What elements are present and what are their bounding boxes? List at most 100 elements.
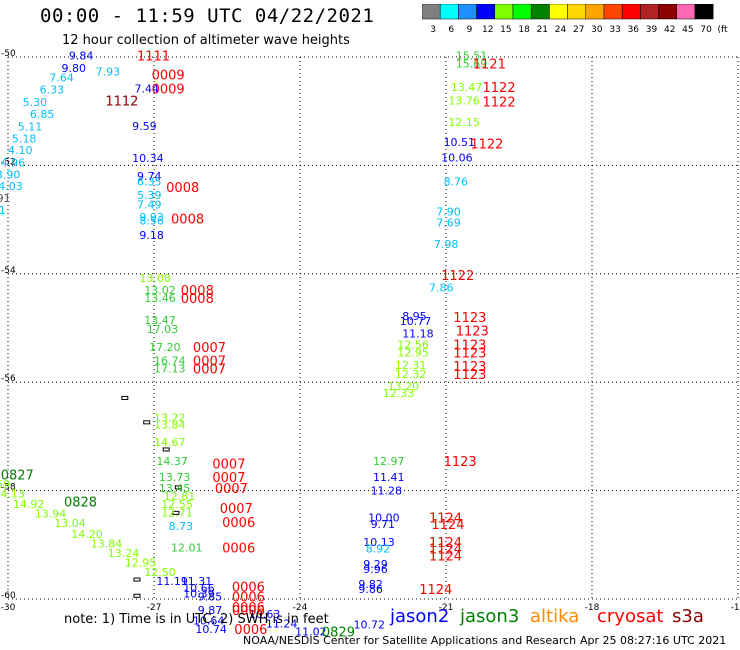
pass-time-label: 1122 (483, 81, 516, 96)
wave-height-label: 17.20 (149, 341, 181, 354)
pass-time-label: 0007 (212, 471, 245, 486)
wave-height-label: 13.24 (108, 547, 139, 560)
wave-height-label: 9.86 (358, 583, 383, 596)
pass-time-label: 0006 (232, 590, 265, 605)
pass-time-label: 0828 (64, 495, 97, 510)
pass-time-label: 0007 (193, 355, 226, 370)
wave-height-label: 10.77 (400, 315, 432, 328)
wave-height-label: 12.95 (125, 557, 157, 570)
wave-height-label: 9.71 (371, 518, 396, 531)
island-outline (172, 510, 180, 515)
wave-height-label: 12.56 (397, 338, 429, 351)
page-subtitle: 12 hour collection of altimeter wave hei… (62, 33, 350, 48)
wave-height-label: 14.13 (0, 487, 25, 500)
wave-height-label: 11.02 (295, 626, 327, 639)
scale-label: 18 (518, 25, 530, 35)
wave-height-label: 9.96 (363, 563, 388, 576)
pass-time-label: 1123 (453, 346, 486, 361)
pass-time-label: 0006 (222, 542, 255, 557)
wave-height-label: 16.74 (154, 355, 186, 368)
scale-label: 15 (500, 25, 511, 35)
scale-label: 9 (467, 25, 473, 35)
wave-height-label: 12.32 (395, 368, 427, 381)
wave-height-label: 7.64 (49, 72, 74, 85)
pass-time-label: 0008 (171, 213, 204, 228)
scale-label: 42 (664, 25, 675, 35)
scale-label: 6 (448, 25, 454, 35)
wave-height-label: 14.67 (154, 436, 186, 449)
wave-height-label: 10.00 (368, 512, 400, 525)
wave-height-label: 9.85 (198, 590, 223, 603)
wave-height-label: 4.96 (1, 157, 26, 170)
wave-height-label: 12.81 (164, 490, 196, 503)
wave-height-label: 7.98 (434, 238, 459, 251)
wave-height-label: 10.63 (249, 608, 281, 621)
scale-label: 21 (537, 25, 548, 35)
wave-height-label: 5.18 (12, 132, 37, 145)
scale-label: 45 (682, 25, 693, 35)
wave-height-label: 12.01 (171, 542, 203, 555)
island-outline (121, 395, 129, 400)
pass-time-label: 1124 (419, 583, 452, 598)
lat-tick-label: -50 (1, 49, 16, 59)
pass-time-label: 0008 (181, 284, 214, 299)
pass-time-label: 1123 (453, 311, 486, 326)
page-title: 00:00 - 11:59 UTC 04/22/2021 (40, 5, 375, 27)
wave-height-label: 12.95 (397, 346, 429, 359)
wave-height-label: 7.86 (429, 281, 454, 294)
wave-height-label: 8.76 (444, 176, 469, 189)
wave-height-label: 13.04 (54, 517, 86, 530)
wave-height-label: 11.19 (156, 575, 188, 588)
island-outline (174, 485, 182, 490)
pass-time-label: 0007 (215, 482, 248, 497)
wave-height-label: 13.84 (154, 418, 186, 431)
wave-height-label: 9.80 (62, 62, 87, 75)
pass-time-label: 1123 (444, 455, 477, 470)
wave-height-label: 10.66 (183, 582, 215, 595)
wave-height-label: 8.56 (139, 215, 164, 228)
pass-time-label: 1124 (429, 550, 462, 565)
pass-time-label: 0008 (181, 292, 214, 307)
pass-time-label: 0006 (234, 623, 267, 638)
wave-height-label: 7.93 (96, 66, 121, 79)
wave-height-label: 14.20 (71, 528, 103, 541)
scale-label: 3 (430, 25, 436, 35)
wave-height-label: 7.69 (436, 216, 461, 229)
wave-height-label: 10.64 (193, 615, 225, 628)
scale-label: 39 (646, 25, 658, 35)
pass-time-label: 0009 (152, 68, 185, 83)
scale-label: 30 (591, 25, 603, 35)
lon-tick-label: -30 (1, 603, 16, 613)
scale-label: 36 (628, 25, 640, 35)
wave-height-label: 10.39 (183, 588, 215, 601)
wave-height-label: 14.59 (0, 478, 10, 491)
wave-height-label: 7.49 (137, 198, 162, 211)
pass-time-label: 0007 (193, 341, 226, 356)
wave-height-label: 14.92 (13, 498, 45, 511)
wave-height-label: 6.35 (137, 176, 162, 189)
lon-tick-label: -21 (439, 603, 454, 613)
legend-cryosat: cryosat (597, 606, 664, 627)
lon-tick-label: -27 (147, 603, 162, 613)
wave-height-label: 10.72 (354, 618, 386, 631)
wave-height-label: 10.06 (441, 151, 473, 164)
pass-time-label: 1123 (453, 360, 486, 375)
pass-time-label: 0007 (193, 363, 226, 378)
lat-tick-label: -54 (1, 266, 16, 276)
pass-time-label: 0829 (322, 626, 355, 641)
lat-tick-label: -52 (1, 157, 16, 167)
scale-label: 33 (609, 25, 620, 35)
wave-height-label: 10.74 (195, 623, 227, 636)
wave-height-label: 9.82 (358, 578, 383, 591)
scale-label: (ft) (718, 25, 728, 35)
pass-time-label: 1124 (431, 518, 464, 533)
legend-jason3: jason3 (460, 606, 520, 627)
scale-label: 24 (555, 25, 567, 35)
pass-time-label: 1123 (456, 325, 489, 340)
pass-time-label: 0827 (1, 468, 34, 483)
pass-time-label: 0006 (232, 581, 265, 596)
wave-height-label: 13.94 (35, 507, 66, 520)
pass-time-label: 0006 (222, 516, 255, 531)
pass-time-label: 0007 (212, 458, 245, 473)
wave-height-label: 11.24 (266, 617, 298, 630)
